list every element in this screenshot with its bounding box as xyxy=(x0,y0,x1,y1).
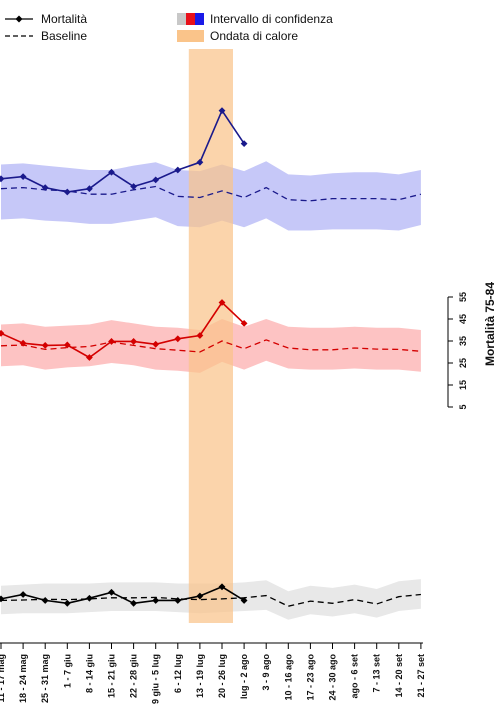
x-tick-label: 13 - 19 lug xyxy=(195,654,205,698)
legend-heatwave-label: Ondata di calore xyxy=(210,29,298,43)
observed-point-red xyxy=(240,320,248,327)
x-tick-label: 17 - 23 ago xyxy=(305,654,315,701)
observed-point-blue xyxy=(108,168,115,176)
observed-point-red xyxy=(108,338,115,345)
series-lines xyxy=(0,107,422,607)
x-axis-ticks: 11 - 17 mag 18 - 24 mag 25 - 31 mag 1 - 7 g… xyxy=(0,643,426,704)
legend-confidence-label: Intervallo di confidenza xyxy=(210,12,333,26)
x-tick-label: 1 - 7 giu xyxy=(62,654,72,688)
observed-point-blue xyxy=(174,166,182,174)
y-tick-label: 55 xyxy=(458,292,468,302)
y-tick-label: 45 xyxy=(458,314,468,324)
x-tick-label: 20 - 26 lug xyxy=(217,654,227,698)
observed-point-grey xyxy=(130,599,137,607)
observed-point-grey xyxy=(240,597,248,604)
observed-point-blue xyxy=(240,140,248,147)
observed-point-red xyxy=(19,339,27,347)
legend-ci-swatch-grey xyxy=(177,13,186,25)
y-axis-label: Mortalità 75-84 xyxy=(483,282,496,366)
baseline-line-grey xyxy=(0,593,421,607)
observed-point-red xyxy=(196,332,204,339)
y-tick-label: 35 xyxy=(458,336,468,346)
y-tick-label: 5 xyxy=(458,404,468,409)
legend-heatwave-swatch xyxy=(177,30,204,42)
legend-ci-swatch-blue xyxy=(195,13,204,25)
legend-mortality-label: Mortalità xyxy=(41,12,87,26)
observed-point-blue xyxy=(0,175,5,183)
observed-point-red xyxy=(174,335,182,343)
observed-point-red xyxy=(86,354,93,361)
legend: Mortalità Baseline Intervallo di confide… xyxy=(5,12,333,43)
x-tick-label: 6 - 12 lug xyxy=(173,654,183,693)
observed-point-blue xyxy=(130,183,137,190)
x-tick-label: 15 - 21 giu xyxy=(107,654,117,698)
x-tick-label: 24 - 30 ago xyxy=(328,654,338,701)
x-tick-label: 14 - 20 set xyxy=(394,654,404,698)
observed-point-grey xyxy=(218,583,226,591)
x-tick-label: 11 - 17 mag xyxy=(0,654,6,703)
observed-point-blue xyxy=(218,107,226,114)
observed-point-red xyxy=(41,342,49,349)
x-tick-label: 8 - 14 giu xyxy=(84,654,94,693)
y-tick-label: 15 xyxy=(458,380,468,390)
legend-ci-swatch-red xyxy=(186,13,195,25)
observed-point-grey xyxy=(41,597,49,604)
observed-point-red xyxy=(152,340,160,348)
observed-point-grey xyxy=(63,599,71,607)
observed-point-blue xyxy=(196,158,204,166)
y-axis: 5 15 25 35 45 55 xyxy=(447,292,468,410)
observed-point-blue xyxy=(19,173,27,180)
observed-point-blue xyxy=(41,184,49,191)
observed-point-red xyxy=(63,341,71,349)
observed-point-grey xyxy=(0,595,5,603)
observed-point-grey xyxy=(152,597,160,604)
legend-mortality-marker xyxy=(15,15,23,23)
y-tick-label: 25 xyxy=(458,358,468,368)
observed-line-grey xyxy=(0,585,245,605)
x-tick-label: 10 - 16 ago xyxy=(283,654,293,701)
x-tick-label: 22 - 28 giu xyxy=(129,654,139,698)
observed-point-blue xyxy=(86,185,93,193)
observed-point-blue xyxy=(152,176,160,184)
x-tick-label: lug - 2 ago xyxy=(239,653,249,699)
observed-point-grey xyxy=(19,591,27,598)
x-tick-label: 18 - 24 mag xyxy=(18,654,28,703)
observed-point-grey xyxy=(108,588,115,596)
observed-point-grey xyxy=(174,597,182,604)
observed-point-red xyxy=(0,329,5,337)
x-tick-label: 21 - 27 set xyxy=(416,654,426,698)
x-tick-label: 3 - 9 ago xyxy=(261,654,271,691)
observed-line-blue xyxy=(0,108,245,193)
observed-point-blue xyxy=(63,188,71,196)
observed-point-grey xyxy=(196,592,204,600)
observed-point-red xyxy=(218,299,226,306)
legend-baseline-label: Baseline xyxy=(41,29,87,43)
x-tick-label: 7 - 13 set xyxy=(372,654,382,693)
x-tick-label: 9 giu - 5 lug xyxy=(151,654,161,704)
observed-line-red xyxy=(0,301,245,359)
observed-point-grey xyxy=(86,594,93,602)
observed-point-red xyxy=(130,338,137,345)
x-tick-label: 25 - 31 mag xyxy=(40,654,50,703)
x-tick-label: ago - 6 set xyxy=(350,654,360,699)
